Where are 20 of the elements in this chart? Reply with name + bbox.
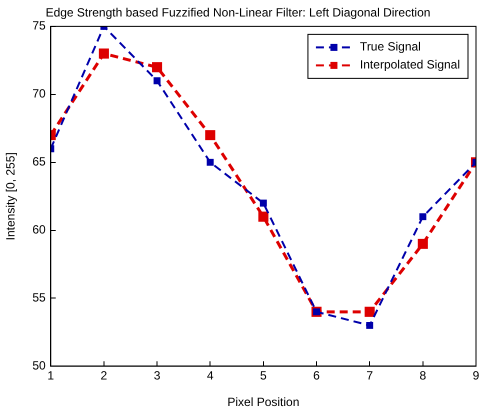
- x-axis-title: Pixel Position: [227, 395, 300, 410]
- y-tick-label: 65: [32, 154, 46, 169]
- x-tick-label: 3: [154, 368, 161, 383]
- legend-label: Interpolated Signal: [360, 58, 460, 72]
- x-tick-label: 2: [100, 368, 108, 383]
- y-tick-label: 75: [32, 18, 46, 33]
- x-tick-label: 6: [313, 368, 320, 383]
- x-tick-label: 8: [420, 368, 426, 383]
- y-tick-label: 70: [32, 86, 46, 101]
- x-tick-label: 1: [47, 368, 54, 383]
- x-tick-label: 5: [260, 368, 268, 383]
- x-tick-label: 9: [472, 368, 480, 383]
- legend-label: True Signal: [360, 40, 421, 54]
- chart-title: Edge Strength based Fuzzified Non-Linear Filter: Left Diagonal Direction: [46, 6, 430, 20]
- y-tick-label: 55: [32, 290, 46, 305]
- x-tick-label: 4: [206, 368, 214, 383]
- y-tick-label: 50: [32, 358, 46, 373]
- y-tick-label: 60: [32, 222, 46, 237]
- x-tick-label: 7: [366, 368, 374, 383]
- y-axis-title: Intensity [0, 255]: [4, 152, 18, 240]
